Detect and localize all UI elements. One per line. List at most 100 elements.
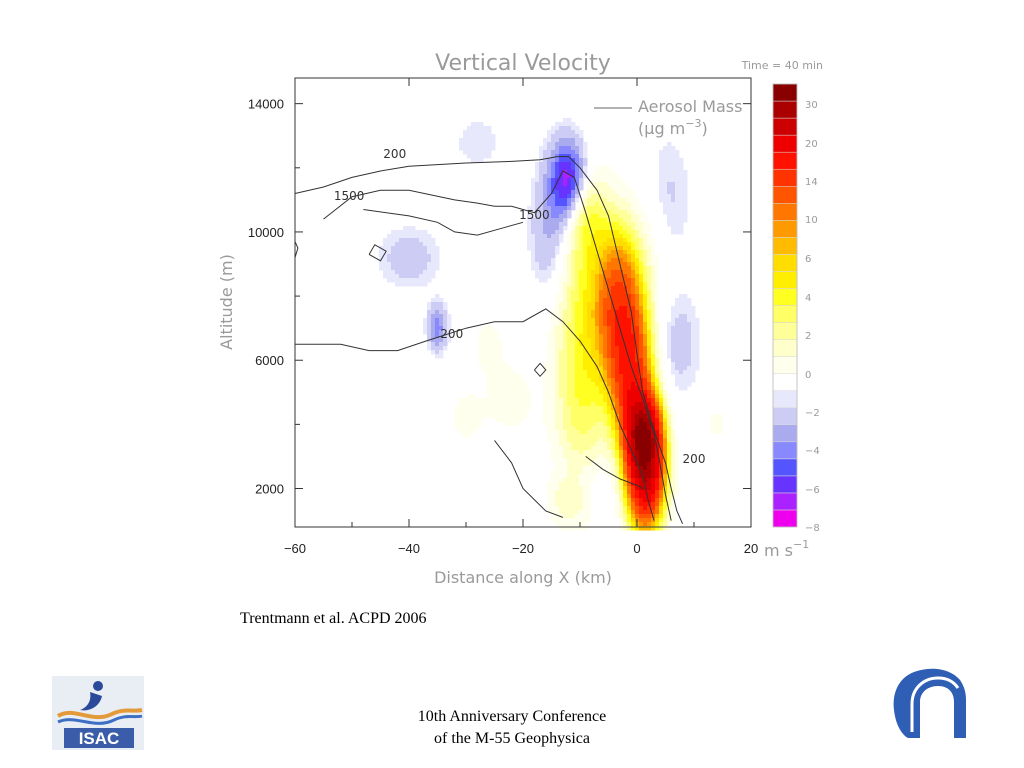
field-cell (651, 490, 656, 495)
field-cell (579, 406, 584, 411)
field-cell (659, 310, 664, 315)
field-cell (627, 502, 632, 507)
field-cell (659, 346, 664, 351)
field-cell (635, 342, 640, 347)
field-cell (635, 334, 640, 339)
field-cell (475, 446, 480, 451)
field-cell (615, 402, 620, 407)
field-cell (479, 334, 484, 339)
field-cell (615, 230, 620, 235)
field-cell (547, 242, 552, 247)
field-cell (531, 386, 536, 391)
field-cell (555, 466, 560, 471)
field-cell (471, 154, 476, 159)
field-cell (439, 342, 444, 347)
field-cell (575, 126, 580, 131)
field-cell (647, 474, 652, 479)
field-cell (727, 422, 732, 427)
field-cell (451, 390, 456, 395)
field-cell (559, 186, 564, 191)
field-cell (567, 478, 572, 483)
field-cell (603, 454, 608, 459)
field-cell (659, 474, 664, 479)
field-cell (679, 294, 684, 299)
field-cell (563, 210, 568, 215)
field-cell (563, 454, 568, 459)
field-row (459, 138, 584, 143)
field-cell (559, 326, 564, 331)
field-cell (551, 430, 556, 435)
field-cell (543, 234, 548, 239)
field-cell (599, 350, 604, 355)
field-cell (531, 222, 536, 227)
field-cell (575, 330, 580, 335)
field-cell (563, 270, 568, 275)
field-cell (583, 510, 588, 515)
field-cell (579, 466, 584, 471)
field-cell (679, 186, 684, 191)
field-cell (683, 330, 688, 335)
field-cell (611, 494, 616, 499)
field-cell (571, 254, 576, 259)
field-cell (615, 434, 620, 439)
field-cell (591, 458, 596, 463)
field-cell (643, 526, 648, 531)
field-row (451, 394, 672, 399)
field-cell (591, 370, 596, 375)
field-cell (471, 146, 476, 151)
field-cell (671, 226, 676, 231)
field-cell (671, 470, 676, 475)
field-cell (647, 298, 652, 303)
field-cell (571, 494, 576, 499)
field-cell (631, 262, 636, 267)
field-cell (455, 430, 460, 435)
field-cell (483, 386, 488, 391)
field-cell (579, 178, 584, 183)
field-cell (647, 462, 652, 467)
field-cell (559, 178, 564, 183)
field-cell (519, 406, 524, 411)
field-cell (607, 234, 612, 239)
field-cell (607, 410, 612, 415)
field-cell (479, 374, 484, 379)
field-cell (611, 354, 616, 359)
field-cell (547, 422, 552, 427)
field-cell (507, 414, 512, 419)
field-cell (643, 442, 648, 447)
field-cell (627, 262, 632, 267)
field-cell (595, 338, 600, 343)
field-cell (603, 350, 608, 355)
field-cell (627, 254, 632, 259)
field-cell (579, 210, 584, 215)
field-cell (603, 162, 608, 167)
field-cell (635, 482, 640, 487)
field-cell (671, 330, 676, 335)
field-cell (575, 194, 580, 199)
field-cell (607, 278, 612, 283)
field-cell (611, 382, 616, 387)
field-cell (647, 518, 652, 523)
field-row (547, 474, 680, 479)
field-cell (619, 510, 624, 515)
colorbar-swatch (772, 254, 798, 272)
field-cell (475, 374, 480, 379)
field-cell (667, 430, 672, 435)
field-cell (607, 342, 612, 347)
field-cell (559, 450, 564, 455)
field-cell (591, 466, 596, 471)
field-cell (487, 330, 492, 335)
field-cell (467, 438, 472, 443)
field-cell (567, 494, 572, 499)
field-cell (659, 462, 664, 467)
field-cell (659, 278, 664, 283)
field-cell (447, 326, 452, 331)
field-cell (675, 226, 680, 231)
field-cell (639, 518, 644, 523)
field-cell (671, 506, 676, 511)
field-cell (643, 454, 648, 459)
field-cell (579, 270, 584, 275)
field-cell (563, 254, 568, 259)
field-row (547, 454, 680, 459)
field-cell (555, 414, 560, 419)
field-cell (539, 398, 544, 403)
